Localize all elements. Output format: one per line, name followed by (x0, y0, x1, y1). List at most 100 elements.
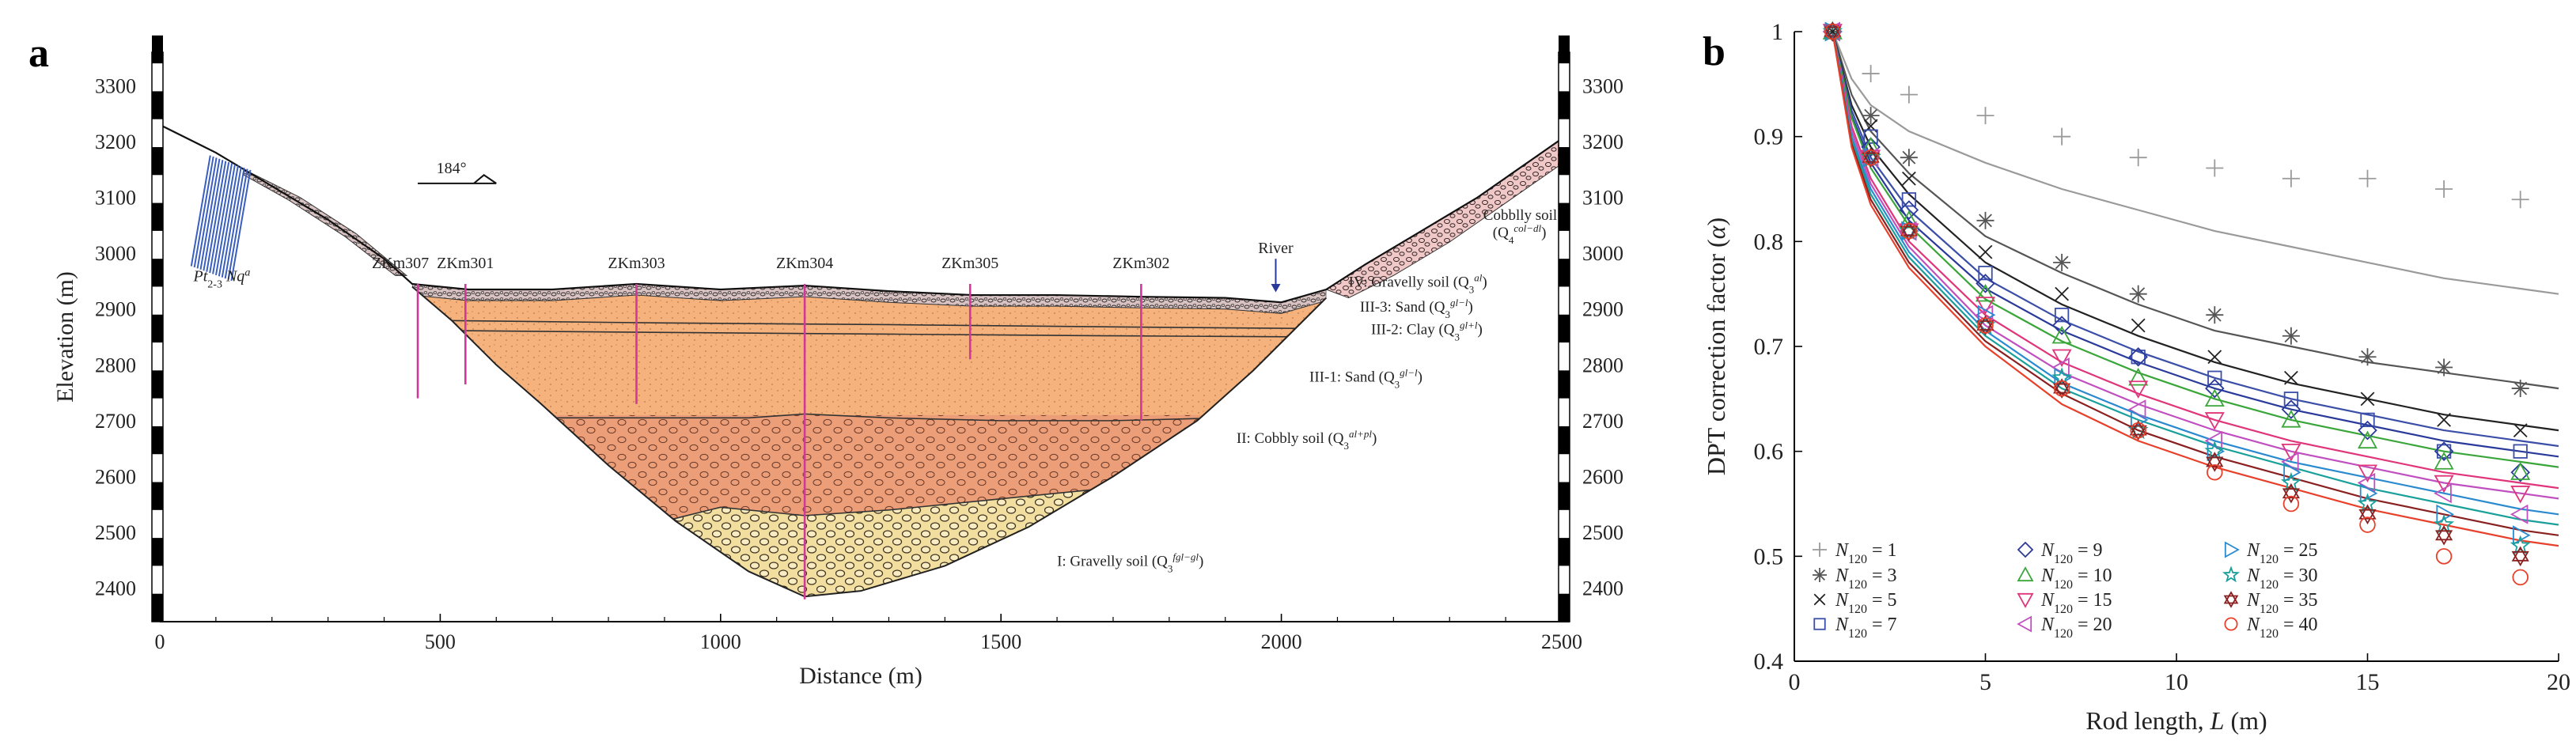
marker-triangle-down (2128, 380, 2149, 399)
y-tick-label: 0.9 (1754, 124, 1784, 150)
marker-star (2357, 493, 2378, 513)
y-tick-label: 0.4 (1754, 649, 1784, 675)
marker-circle (2130, 422, 2146, 439)
legend-label: N120 = 9 (2040, 540, 2103, 566)
marker-triangle-down (2510, 486, 2531, 504)
series-fit-line (1832, 31, 2559, 295)
y-tick-label-left: 2900 (95, 298, 136, 321)
marker-hexagram (2053, 378, 2071, 399)
x-axis-label: Rod length, L (m) (2085, 706, 2267, 735)
y-tick-label-left: 2700 (95, 410, 136, 433)
marker-diamond (2017, 541, 2034, 558)
y-tick-label-left: 2600 (95, 465, 136, 488)
marker-triangle-down (1975, 297, 1996, 315)
marker-triangle-up (2357, 430, 2378, 449)
legend-label: N120 = 25 (2246, 540, 2318, 566)
layer-label: (Q4col−dl) (1493, 221, 1547, 245)
series-fit-line (1832, 31, 2559, 390)
marker-diamond (2128, 346, 2148, 367)
marker-triangle-left (2510, 504, 2529, 524)
layer-label: Cobblly soil (1483, 207, 1557, 224)
y-tick-label: 1 (1771, 19, 1783, 45)
marker-asterisk (2435, 358, 2453, 376)
x-tick-label: 2500 (1541, 630, 1582, 653)
bedrock-label: Pt2-3 Nqa (193, 267, 251, 290)
marker-x (2131, 318, 2146, 333)
marker-diamond (2281, 399, 2301, 419)
y-tick-label: 0.8 (1754, 229, 1784, 255)
legend-label: N120 = 35 (2246, 590, 2318, 616)
borehole-label: ZKm304 (776, 255, 833, 272)
layer-label: III-2: Clay (Q3gl+l) (1371, 319, 1483, 342)
marker-asterisk (2282, 327, 2300, 345)
marker-hexagram (2206, 452, 2224, 472)
marker-circle (2435, 548, 2453, 565)
valley-bottom-line (411, 286, 1328, 598)
marker-plus (2358, 169, 2377, 187)
marker-square (2207, 370, 2222, 385)
ground-surface (159, 123, 1563, 304)
marker-star (2204, 441, 2226, 460)
marker-diamond (1861, 137, 1881, 157)
marker-asterisk (1813, 568, 1827, 582)
legend-label: N120 = 7 (1835, 615, 1897, 641)
marker-plus (1813, 543, 1827, 557)
elevation-scale-bars (151, 35, 1570, 622)
marker-x (2284, 370, 2298, 385)
marker-circle (1824, 23, 1841, 40)
layer-iii-sand (411, 283, 1327, 421)
marker-star (2510, 535, 2531, 555)
y-tick-label-right: 2700 (1582, 410, 1623, 433)
marker-square (1863, 129, 1878, 144)
marker-plus (2206, 159, 2224, 177)
borehole-label: ZKm301 (437, 255, 494, 272)
marker-asterisk (2053, 253, 2071, 271)
marker-diamond (1976, 274, 1995, 293)
marker-plus (2053, 127, 2071, 146)
marker-square (2054, 308, 2070, 323)
marker-triangle-down (2204, 412, 2225, 430)
marker-circle (1862, 149, 1879, 166)
marker-triangle-down (2434, 475, 2454, 494)
y-tick-label-left: 2400 (95, 577, 136, 600)
marker-plus (2129, 149, 2147, 167)
marker-square (2436, 444, 2452, 459)
x-tick-label: 5 (1979, 669, 1991, 695)
legend-label: N120 = 3 (1835, 566, 1897, 592)
series-fit-line (1832, 31, 2559, 448)
borehole-label: ZKm302 (1112, 255, 1169, 272)
marker-asterisk (2206, 306, 2224, 324)
layer-label: I: Gravelly soil (Q3fgl−gl) (1057, 550, 1203, 574)
marker-asterisk (2511, 380, 2529, 398)
marker-x (2055, 286, 2069, 301)
x-tick-label: 500 (425, 630, 456, 653)
series-fit-line (1832, 31, 2559, 490)
direction-label: 184° (437, 160, 467, 177)
legend-label: N120 = 1 (1835, 540, 1897, 566)
marker-x (2207, 350, 2222, 365)
marker-square (1813, 618, 1826, 630)
marker-asterisk (2129, 285, 2147, 303)
marker-triangle-up (2051, 325, 2072, 344)
marker-hexagram (1976, 315, 1995, 336)
y-tick-label-right: 2900 (1582, 298, 1623, 321)
river-label: River (1258, 240, 1294, 257)
layer-label: II: Cobbly soil (Q3al+pl) (1237, 428, 1377, 452)
marker-square (2131, 350, 2146, 365)
marker-triangle-up (1899, 210, 1919, 229)
boundary-clay-bottom (411, 329, 1316, 338)
marker-triangle-left (2357, 472, 2376, 493)
direction-arrow-icon (473, 174, 497, 184)
marker-x (1813, 593, 1826, 606)
marker-x (2437, 412, 2451, 427)
marker-hexagram (2282, 482, 2300, 504)
bedrock-hatch (190, 155, 252, 282)
marker-hexagram (1862, 147, 1880, 168)
marker-hexagram (2511, 546, 2529, 567)
y-axis-label: Elevation (m) (52, 271, 78, 403)
marker-triangle-down (2017, 592, 2034, 608)
marker-triangle-up (2204, 388, 2225, 407)
marker-triangle-down (2357, 464, 2378, 483)
